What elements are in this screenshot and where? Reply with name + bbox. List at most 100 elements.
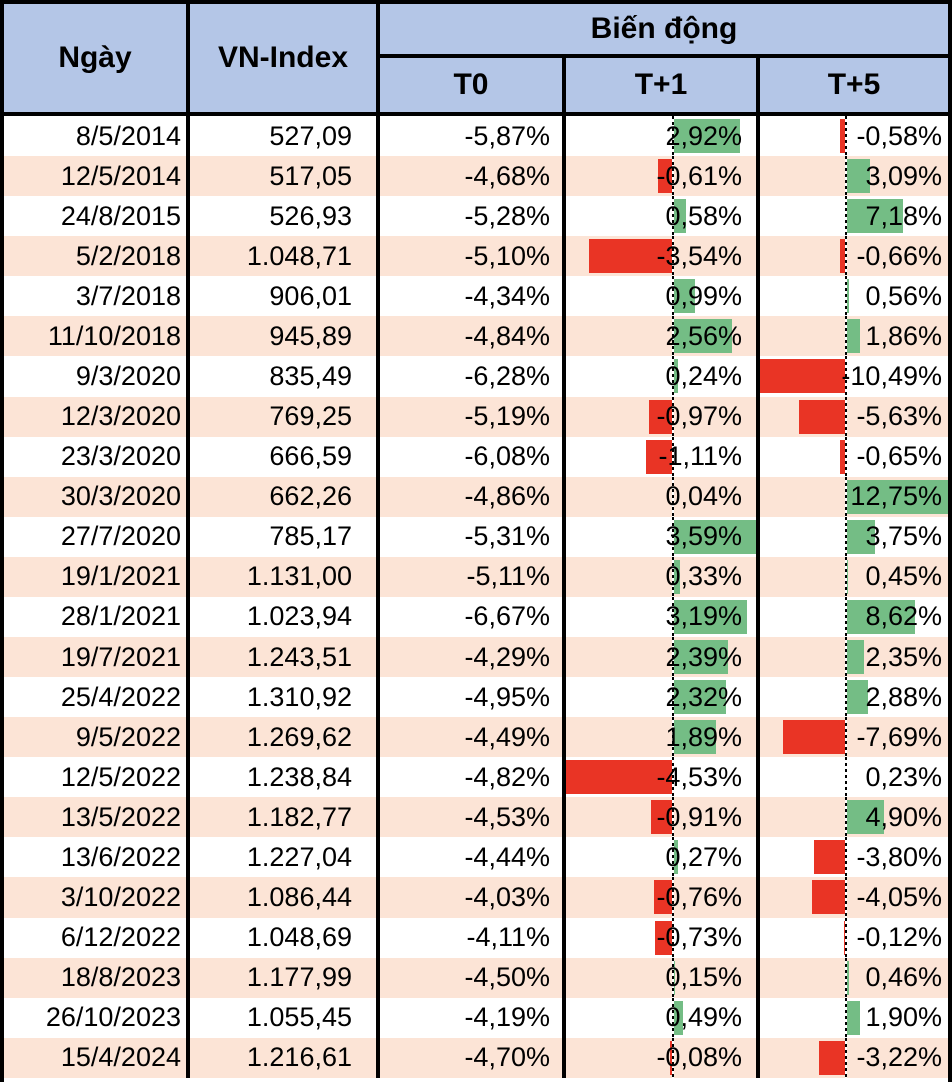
cell-date[interactable]: 12/5/2014 [4,156,190,197]
header-cell-t5[interactable]: T+5 [827,68,881,101]
cell-t0[interactable]: -6,28% [380,356,566,397]
cell-t0[interactable]: -5,28% [380,196,566,237]
cell-t0[interactable]: -4,84% [380,316,566,357]
cell-vnindex[interactable]: 527,09 [190,116,380,157]
cell-t1[interactable]: 1,89% [566,717,760,758]
cell-vnindex[interactable]: 1.131,00 [190,556,380,597]
cell-t5[interactable]: -0,58% [760,116,948,157]
cell-t0[interactable]: -6,67% [380,596,566,638]
cell-t1[interactable]: 2,39% [566,637,760,678]
cell-vnindex[interactable]: 1.243,51 [190,637,380,678]
cell-t1[interactable]: 2,32% [566,677,760,718]
cell-t0[interactable]: -4,70% [380,1037,566,1078]
cell-t5[interactable]: 0,46% [760,957,948,998]
cell-t1[interactable]: 0,33% [566,556,760,597]
cell-t0[interactable]: -5,31% [380,516,566,557]
cell-vnindex[interactable]: 1.086,44 [190,877,380,918]
cell-t5[interactable]: 3,75% [760,516,948,557]
cell-t5[interactable]: 0,23% [760,757,948,798]
cell-t0[interactable]: -4,34% [380,276,566,317]
cell-t1[interactable]: 0,49% [566,997,760,1038]
cell-date[interactable]: 5/2/2018 [4,236,190,277]
cell-date[interactable]: 12/5/2022 [4,757,190,798]
cell-vnindex[interactable]: 1.227,04 [190,837,380,878]
header-cell-t0[interactable]: T0 [380,58,566,112]
cell-vnindex[interactable]: 1.023,94 [190,596,380,638]
cell-t1[interactable]: -0,73% [566,917,760,958]
cell-t1[interactable]: 3,19% [566,596,760,638]
cell-date[interactable]: 28/1/2021 [4,596,190,638]
cell-vnindex[interactable]: 785,17 [190,516,380,557]
header-cell-vnindex[interactable]: VN-Index [190,4,380,112]
cell-t5[interactable]: -3,22% [760,1037,948,1078]
cell-date[interactable]: 12/3/2020 [4,396,190,437]
cell-t1[interactable]: 0,58% [566,196,760,237]
cell-t1[interactable]: 0,99% [566,276,760,317]
cell-t1[interactable]: -3,54% [566,236,760,277]
cell-t5[interactable]: 4,90% [760,797,948,838]
cell-date[interactable]: 13/6/2022 [4,837,190,878]
cell-t1[interactable]: 3,59% [566,516,760,557]
cell-vnindex[interactable]: 1.048,71 [190,236,380,277]
cell-vnindex[interactable]: 769,25 [190,396,380,437]
cell-t0[interactable]: -4,50% [380,957,566,998]
cell-vnindex[interactable]: 1.269,62 [190,717,380,758]
cell-vnindex[interactable]: 835,49 [190,356,380,397]
cell-date[interactable]: 19/7/2021 [4,637,190,678]
cell-vnindex[interactable]: 1.048,69 [190,917,380,958]
cell-t5[interactable]: 1,86% [760,316,948,357]
cell-t5[interactable]: 8,62% [760,596,948,638]
cell-vnindex[interactable]: 1.310,92 [190,677,380,718]
cell-t0[interactable]: -4,49% [380,717,566,758]
header-cell-t1[interactable]: T+1 [566,58,760,112]
cell-vnindex[interactable]: 666,59 [190,436,380,477]
cell-t5[interactable]: 1,90% [760,997,948,1038]
cell-t5[interactable]: -0,66% [760,236,948,277]
cell-t0[interactable]: -4,53% [380,797,566,838]
cell-t1[interactable]: 0,24% [566,356,760,397]
cell-t5[interactable]: 2,35% [760,637,948,678]
cell-date[interactable]: 25/4/2022 [4,677,190,718]
cell-vnindex[interactable]: 517,05 [190,156,380,197]
cell-t1[interactable]: -0,97% [566,396,760,437]
cell-vnindex[interactable]: 1.182,77 [190,797,380,838]
cell-date[interactable]: 26/10/2023 [4,997,190,1038]
cell-t0[interactable]: -4,95% [380,677,566,718]
cell-vnindex[interactable]: 1.177,99 [190,957,380,998]
cell-date[interactable]: 3/7/2018 [4,276,190,317]
cell-date[interactable]: 19/1/2021 [4,556,190,597]
cell-t5[interactable]: -10,49% [760,356,948,397]
cell-t1[interactable]: -0,08% [566,1037,760,1078]
cell-vnindex[interactable]: 1.238,84 [190,757,380,798]
cell-date[interactable]: 3/10/2022 [4,877,190,918]
cell-t0[interactable]: -4,19% [380,997,566,1038]
cell-date[interactable]: 11/10/2018 [4,316,190,357]
cell-vnindex[interactable]: 526,93 [190,196,380,237]
cell-t0[interactable]: -4,03% [380,877,566,918]
cell-t0[interactable]: -4,44% [380,837,566,878]
cell-date[interactable]: 24/8/2015 [4,196,190,237]
cell-date[interactable]: 9/3/2020 [4,356,190,397]
cell-t0[interactable]: -5,87% [380,116,566,157]
cell-t5[interactable]: -7,69% [760,717,948,758]
cell-t5[interactable]: -0,65% [760,436,948,477]
cell-t1[interactable]: 0,27% [566,837,760,878]
cell-date[interactable]: 13/5/2022 [4,797,190,838]
cell-date[interactable]: 30/3/2020 [4,476,190,517]
cell-t1[interactable]: -4,53% [566,757,760,798]
cell-t0[interactable]: -5,10% [380,236,566,277]
cell-t5[interactable]: 0,56% [760,276,948,317]
cell-date[interactable]: 9/5/2022 [4,717,190,758]
cell-t0[interactable]: -5,19% [380,396,566,437]
cell-date[interactable]: 8/5/2014 [4,116,190,157]
cell-t0[interactable]: -4,29% [380,637,566,678]
cell-t1[interactable]: -0,91% [566,797,760,838]
cell-vnindex[interactable]: 906,01 [190,276,380,317]
cell-t1[interactable]: -0,76% [566,877,760,918]
cell-t5[interactable]: -0,12% [760,917,948,958]
cell-vnindex[interactable]: 945,89 [190,316,380,357]
cell-t0[interactable]: -4,82% [380,757,566,798]
cell-vnindex[interactable]: 662,26 [190,476,380,517]
header-cell-date[interactable]: Ngày [4,4,190,112]
cell-t1[interactable]: -0,61% [566,156,760,197]
